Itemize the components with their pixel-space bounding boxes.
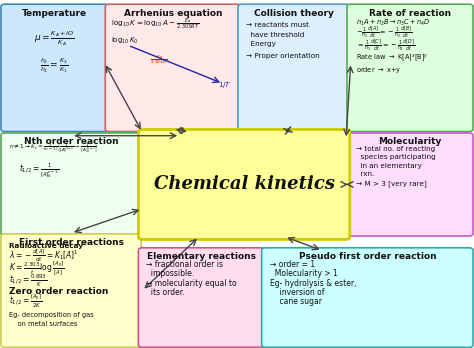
Text: $\frac{-E_a}{2.303R}$: $\frac{-E_a}{2.303R}$: [150, 54, 167, 66]
Text: First order reactions: First order reactions: [18, 238, 124, 247]
Text: Eg- hydrolysis & ester,: Eg- hydrolysis & ester,: [270, 279, 356, 288]
Text: → molecularity equal to: → molecularity equal to: [146, 279, 237, 288]
Text: Radioactive decay: Radioactive decay: [9, 243, 82, 249]
Text: Collision theory: Collision theory: [254, 9, 334, 18]
Text: Temperature: Temperature: [22, 9, 87, 18]
FancyBboxPatch shape: [347, 133, 473, 236]
Text: → reactants must: → reactants must: [246, 22, 310, 28]
Text: on metal surfaces: on metal surfaces: [9, 321, 77, 327]
Text: $\log_{10}K_0$: $\log_{10}K_0$: [111, 35, 139, 46]
Text: inversion of: inversion of: [270, 288, 325, 297]
Text: Nth order reaction: Nth order reaction: [24, 137, 119, 147]
Text: $n_1A + n_2B \rightarrow n_3C + n_4D$: $n_1A + n_2B \rightarrow n_3C + n_4D$: [356, 17, 430, 28]
Text: in an elementary: in an elementary: [356, 163, 421, 169]
Text: $n\neq1 \rightarrow k_t = \frac{1}{(n-1)}\left[\frac{1}{[A]^{n-1}} - \frac{1}{[A: $n\neq1 \rightarrow k_t = \frac{1}{(n-1)…: [9, 142, 98, 155]
Text: cane sugar: cane sugar: [270, 297, 322, 306]
Text: $\log_{10}K = \log_{10}A - \frac{E_a}{2.303RT}$: $\log_{10}K = \log_{10}A - \frac{E_a}{2.…: [111, 17, 200, 32]
Text: Zero order reaction: Zero order reaction: [9, 287, 108, 296]
Text: its order.: its order.: [146, 288, 184, 297]
Text: species participating: species participating: [356, 154, 435, 160]
FancyBboxPatch shape: [1, 234, 141, 347]
Text: $t_{1/2} = \frac{1}{[A]_0^{n-1}}$: $t_{1/2} = \frac{1}{[A]_0^{n-1}}$: [19, 161, 59, 180]
Text: → M > 3 [very rare]: → M > 3 [very rare]: [356, 180, 426, 187]
Text: rxn.: rxn.: [356, 171, 374, 177]
Text: $t_{1/2} = \frac{0.693}{K}$: $t_{1/2} = \frac{0.693}{K}$: [9, 273, 47, 289]
Text: Molecularity: Molecularity: [378, 137, 442, 147]
Text: Arrhenius equation: Arrhenius equation: [124, 9, 222, 18]
Text: Rate law $\rightarrow$ K[A]$^x$[B]$^y$: Rate law $\rightarrow$ K[A]$^x$[B]$^y$: [356, 53, 428, 64]
FancyBboxPatch shape: [138, 248, 264, 347]
Text: $-\frac{1}{n_1}\frac{d[A]}{dt} = -\frac{1}{n_2}\frac{d[B]}{dt}$: $-\frac{1}{n_1}\frac{d[A]}{dt} = -\frac{…: [356, 25, 411, 41]
FancyBboxPatch shape: [238, 4, 350, 132]
FancyBboxPatch shape: [105, 4, 241, 132]
Text: Rate of reaction: Rate of reaction: [369, 9, 451, 18]
Text: → order = 1: → order = 1: [270, 260, 315, 269]
Text: Chemical kinetics: Chemical kinetics: [154, 175, 335, 193]
Text: $t_{1/2} = \frac{[A_0]}{2K}$: $t_{1/2} = \frac{[A_0]}{2K}$: [9, 293, 42, 310]
Text: Energy: Energy: [246, 41, 276, 47]
Text: $K = \frac{2.303}{t}\log\frac{[A_0]}{[A]}$: $K = \frac{2.303}{t}\log\frac{[A_0]}{[A]…: [9, 259, 64, 277]
Text: → fractional order is: → fractional order is: [146, 260, 223, 269]
FancyBboxPatch shape: [138, 129, 350, 239]
Text: Eg- decomposition of gas: Eg- decomposition of gas: [9, 312, 93, 318]
Text: $= \frac{1}{n_3}\frac{d[C]}{dt} = -\frac{1}{n_4}\frac{d[D]}{dt}$: $= \frac{1}{n_3}\frac{d[C]}{dt} = -\frac…: [356, 38, 415, 54]
FancyBboxPatch shape: [347, 4, 473, 132]
FancyBboxPatch shape: [1, 133, 141, 236]
Text: $\lambda = -\frac{d[A]}{dt} = K_1[A]^1$: $\lambda = -\frac{d[A]}{dt} = K_1[A]^1$: [9, 247, 78, 264]
Text: Pseudo first order reaction: Pseudo first order reaction: [299, 252, 436, 261]
Text: Molecularity > 1: Molecularity > 1: [270, 269, 338, 278]
Text: Elementary reactions: Elementary reactions: [147, 252, 256, 261]
Text: → total no. of reacting: → total no. of reacting: [356, 146, 435, 152]
Text: impossible.: impossible.: [146, 269, 194, 278]
Text: order $\rightarrow$ x+y: order $\rightarrow$ x+y: [356, 65, 401, 74]
Text: $1/T$: $1/T$: [219, 80, 232, 90]
FancyBboxPatch shape: [1, 4, 108, 132]
Text: have threshold: have threshold: [246, 32, 305, 38]
FancyBboxPatch shape: [262, 248, 473, 347]
Text: $\mu = \frac{K_A + lO}{K_A}$: $\mu = \frac{K_A + lO}{K_A}$: [34, 29, 75, 48]
Text: $\frac{h_2}{h_1} = \frac{K_2}{K_1}$: $\frac{h_2}{h_1} = \frac{K_2}{K_1}$: [40, 57, 69, 76]
Text: → Proper orientation: → Proper orientation: [246, 53, 320, 59]
